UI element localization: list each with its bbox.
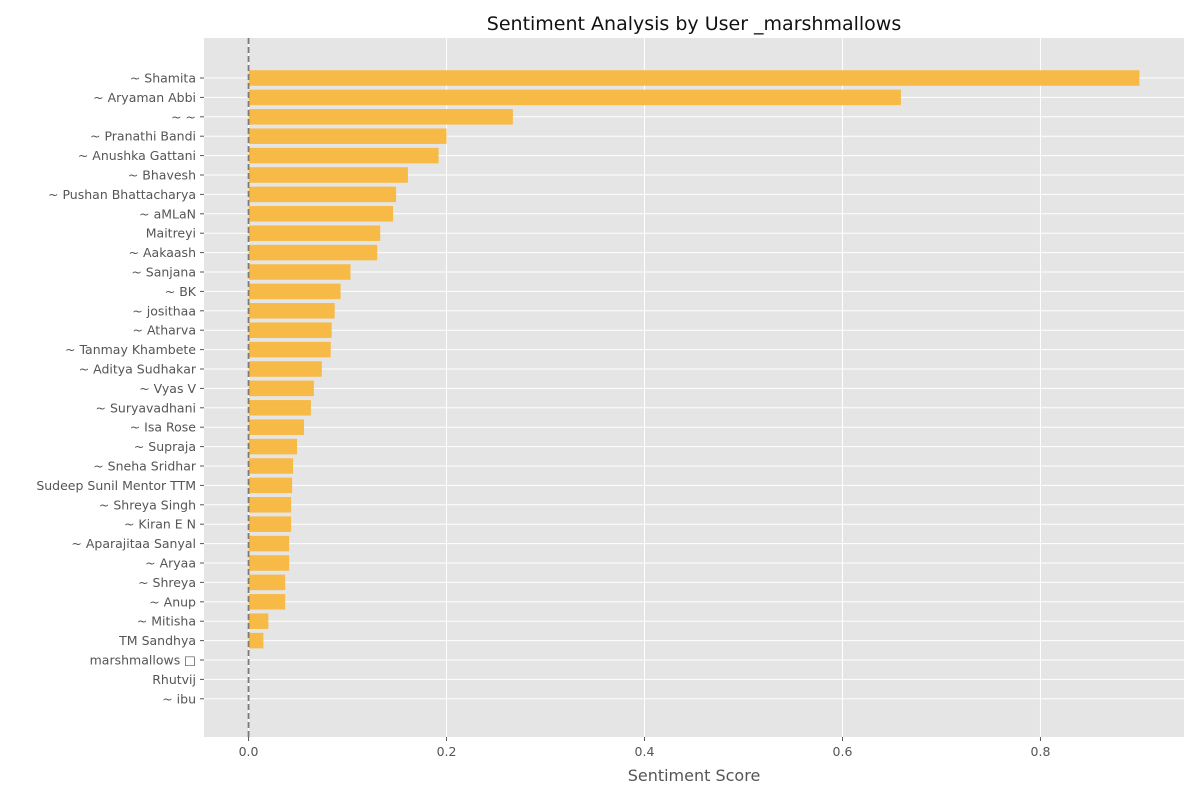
bar [248, 283, 341, 300]
y-tick-label: ~ ibu [162, 691, 196, 706]
y-tick-labels: ~ Shamita ~ Aryaman Abbi ~ ~ ~ Pranathi Ban… [36, 71, 204, 706]
bar [248, 555, 290, 571]
y-tick-label: ~ aMLaN [139, 206, 196, 221]
y-tick-label: ~ Tanmay Khambete [65, 342, 196, 357]
bar [248, 419, 304, 435]
y-tick-label: ~ josithaa [132, 303, 196, 318]
bar [248, 632, 264, 649]
y-tick-label: TM Sandhya [118, 633, 196, 648]
y-tick-label: ~ Supraja [134, 439, 196, 454]
y-tick-label: Rhutvij [152, 672, 196, 687]
bar [248, 264, 351, 280]
bar [248, 70, 1140, 86]
y-tick-label: ~ Sneha Sridhar [93, 459, 197, 474]
bar [248, 438, 298, 455]
y-tick-label: ~ Mitisha [137, 614, 196, 629]
bar [248, 128, 447, 144]
bar [248, 574, 286, 591]
bar [248, 594, 286, 610]
bar [248, 535, 290, 552]
bar [248, 147, 439, 164]
y-tick-label: ~ Kiran E N [124, 517, 196, 532]
y-tick-label: ~ Shreya Singh [99, 497, 196, 512]
bars [248, 70, 1140, 649]
bar [248, 244, 378, 261]
y-tick-label: ~ Anushka Gattani [78, 148, 196, 163]
bar [248, 225, 381, 241]
x-tick-labels: 0.0 0.2 0.4 0.6 0.8 [239, 737, 1051, 759]
y-tick-label: ~ Aakaash [129, 245, 196, 260]
y-tick-label: ~ Aparajitaa Sanyal [71, 536, 196, 551]
y-tick-label: ~ Shreya [138, 575, 196, 590]
bar [248, 186, 397, 203]
bar [248, 458, 294, 474]
bar [248, 341, 331, 358]
bar [248, 303, 335, 319]
x-tick-label: 0.4 [635, 744, 655, 759]
x-tick-label: 0.8 [1031, 744, 1051, 759]
x-tick-label: 0.0 [239, 744, 259, 759]
x-tick-label: 0.6 [833, 744, 853, 759]
bar [248, 322, 332, 338]
y-tick-label: ~ Bhavesh [128, 168, 196, 183]
y-tick-label: ~ Suryavadhani [96, 400, 196, 415]
y-tick-label: ~ Vyas V [139, 381, 196, 396]
bar [248, 613, 269, 629]
bar [248, 206, 394, 222]
bar [248, 497, 292, 513]
y-tick-label: ~ ~ [171, 109, 196, 124]
bar [248, 361, 322, 377]
y-tick-label: ~ Atharva [133, 323, 196, 338]
x-axis-label: Sentiment Score [628, 766, 761, 785]
y-tick-label: ~ Aryaa [145, 556, 196, 571]
bar [248, 89, 901, 106]
y-tick-label: ~ Pushan Bhattacharya [48, 187, 196, 202]
y-tick-label: Sudeep Sunil Mentor TTM [36, 478, 196, 493]
y-tick-label: Maitreyi [146, 226, 196, 241]
y-tick-label: ~ BK [165, 284, 197, 299]
chart-title: Sentiment Analysis by User _marshmallows [487, 13, 901, 35]
bar [248, 380, 314, 397]
y-tick-label: ~ Isa Rose [130, 420, 197, 435]
y-tick-label: ~ Aditya Sudhakar [79, 362, 197, 377]
bar [248, 400, 311, 416]
y-tick-label: ~ Anup [149, 594, 196, 609]
y-tick-label: ~ Sanjana [131, 265, 196, 280]
bar [248, 167, 408, 183]
x-tick-label: 0.2 [437, 744, 457, 759]
bar [248, 516, 292, 532]
bar [248, 477, 293, 494]
y-tick-label: ~ Aryaman Abbi [93, 90, 196, 105]
y-tick-label: ~ Shamita [130, 71, 196, 86]
bar [248, 109, 513, 125]
y-tick-label: marshmallows □ [90, 653, 196, 668]
y-tick-label: ~ Pranathi Bandi [90, 129, 196, 144]
